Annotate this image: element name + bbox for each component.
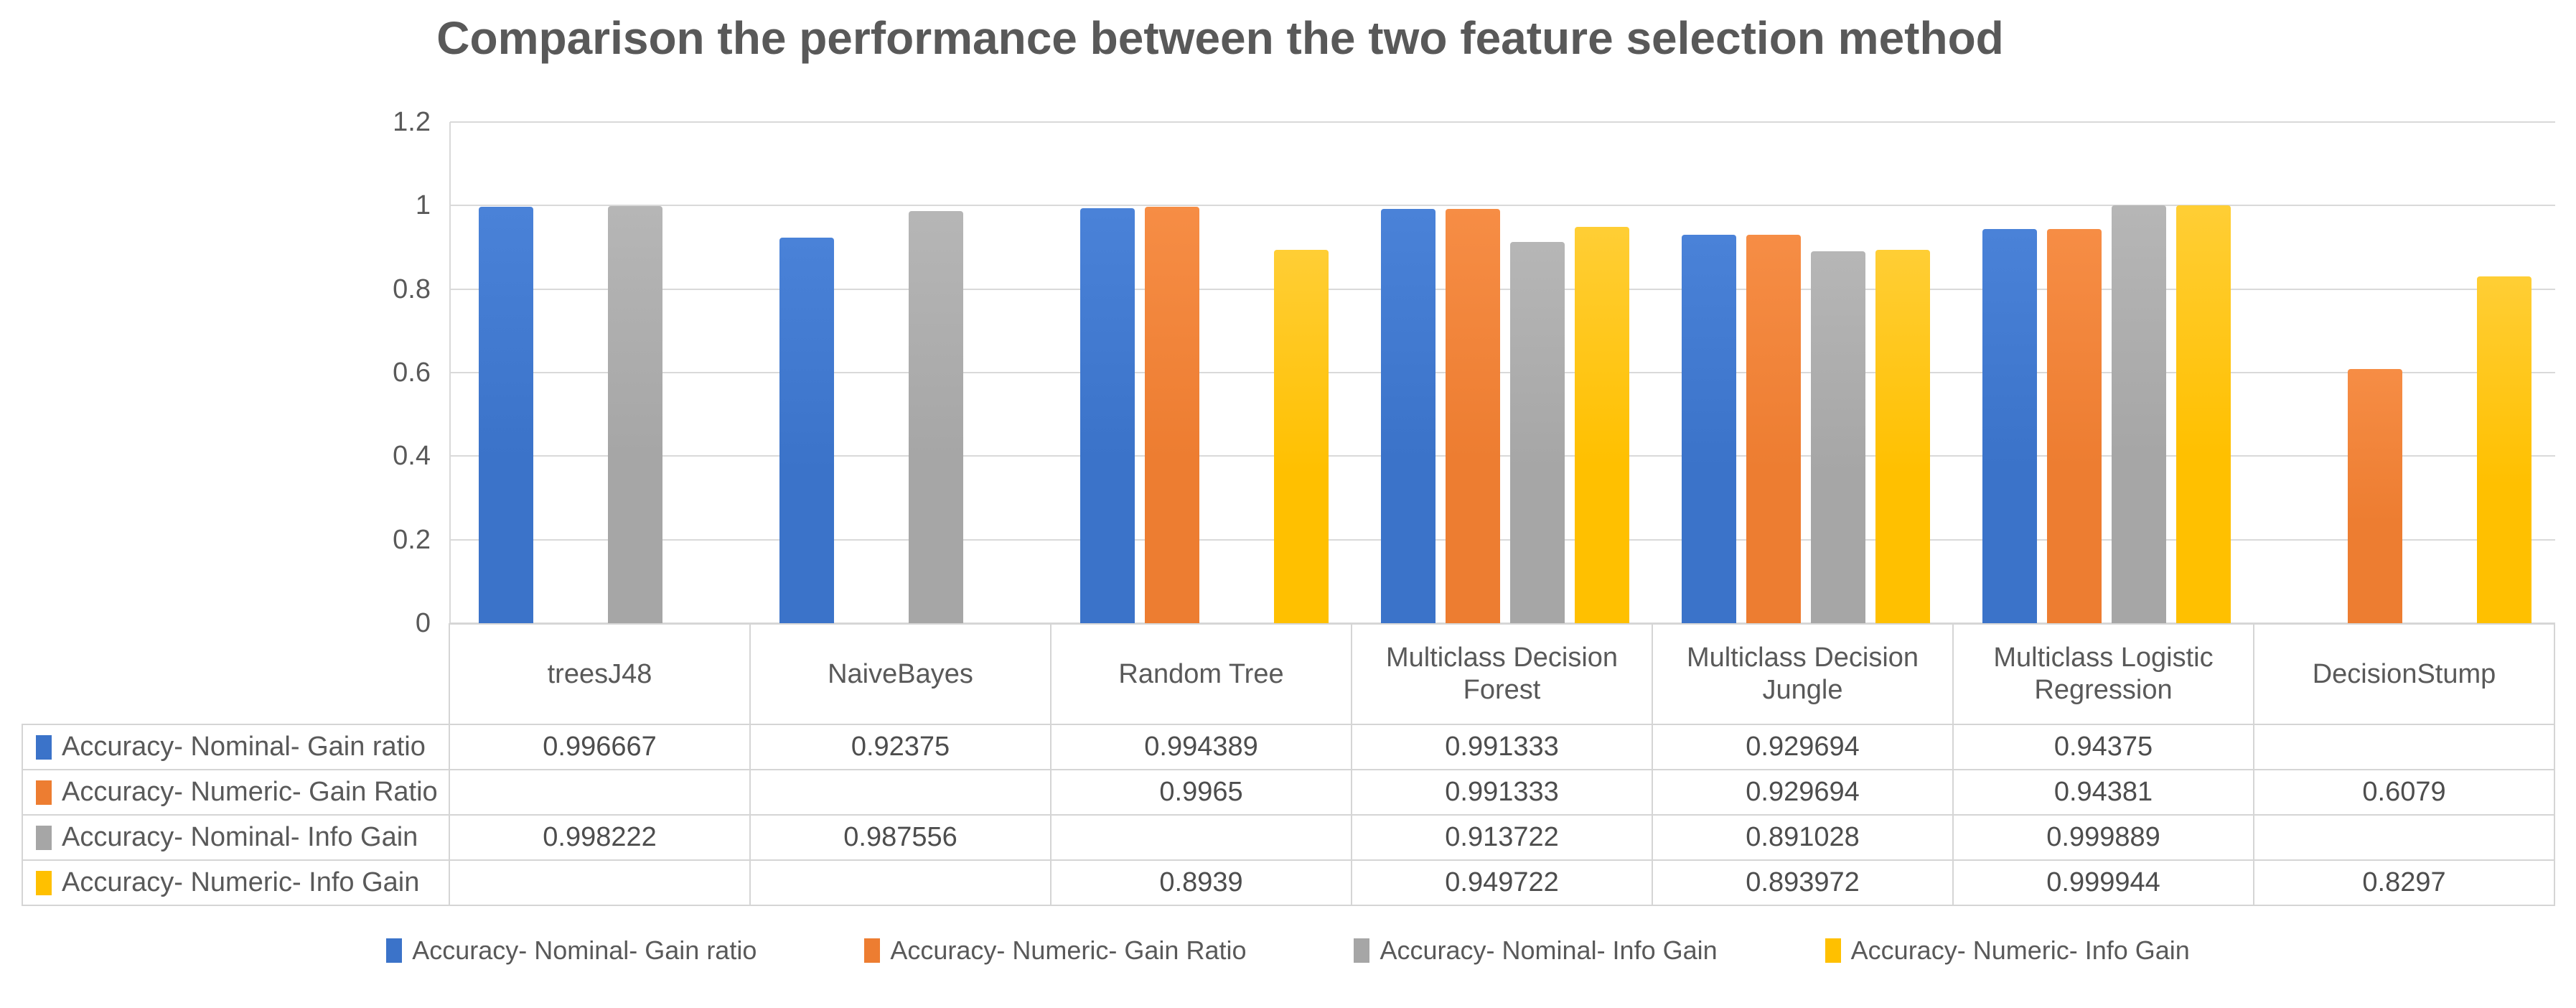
table-value-cell: 0.94381	[1954, 770, 2254, 816]
legend-label: Accuracy- Numeric- Gain Ratio	[890, 935, 1247, 965]
bar-series2-category5	[1746, 235, 1801, 623]
bar-series4-category4	[1575, 226, 1629, 623]
bar-series1-category3	[1080, 207, 1135, 623]
gridline	[450, 372, 2555, 373]
bar-series3-category2	[909, 210, 963, 623]
bar-series2-category4	[1446, 209, 1500, 623]
table-value-cell	[2254, 816, 2555, 861]
table-header-cell: NaiveBayes	[751, 623, 1052, 725]
table-value-cell: 0.949722	[1352, 861, 1653, 906]
bar-series4-category7	[2477, 276, 2531, 623]
table-header-cell: Multiclass Decision Forest	[1352, 623, 1653, 725]
legend-label: Accuracy- Nominal- Info Gain	[1380, 935, 1718, 965]
chart-data-table: treesJ48 NaiveBayes Random Tree Multiclass …	[22, 623, 2555, 906]
table-value-cell: 0.999889	[1954, 816, 2254, 861]
legend-swatch	[864, 938, 881, 963]
table-header-cell: Random Tree	[1052, 623, 1352, 725]
bar-series4-category5	[1875, 250, 1930, 623]
legend-swatch	[1825, 938, 1841, 963]
bar-series1-category6	[1982, 229, 2037, 623]
gridline	[450, 121, 2555, 123]
table-row-label: Accuracy- Nominal- Gain ratio	[22, 725, 450, 770]
table-value-cell	[450, 770, 751, 816]
bar-series1-category4	[1381, 209, 1435, 623]
legend-swatch	[386, 938, 403, 963]
table-value-cell	[2254, 725, 2555, 770]
chart-title: Comparison the performance between the t…	[436, 12, 2004, 64]
y-axis-tick-label: 1	[415, 190, 431, 221]
legend-item: Accuracy- Nominal- Gain ratio	[386, 935, 757, 966]
legend-item: Accuracy- Numeric- Info Gain	[1825, 935, 2190, 966]
gridline	[450, 288, 2555, 290]
table-value-cell: 0.991333	[1352, 770, 1653, 816]
table-value-cell: 0.94375	[1954, 725, 2254, 770]
legend-item: Accuracy- Nominal- Info Gain	[1354, 935, 1718, 966]
table-header-cell: treesJ48	[450, 623, 751, 725]
bar-series3-category4	[1510, 241, 1565, 623]
gridline	[450, 455, 2555, 457]
table-value-cell	[751, 861, 1052, 906]
bar-series1-category1	[479, 207, 533, 623]
series-name-label: Accuracy- Numeric- Info Gain	[62, 867, 420, 898]
table-value-cell: 0.994389	[1052, 725, 1352, 770]
legend-label: Accuracy- Nominal- Gain ratio	[412, 935, 757, 965]
table-value-cell: 0.9965	[1052, 770, 1352, 816]
bar-series2-category7	[2348, 369, 2402, 623]
y-axis-tick-label: 0	[415, 608, 431, 638]
table-corner-cell	[22, 623, 450, 725]
series-color-swatch	[36, 870, 52, 895]
table-value-cell: 0.6079	[2254, 770, 2555, 816]
table-row-label: Accuracy- Numeric- Info Gain	[22, 861, 450, 906]
series-color-swatch	[36, 825, 52, 850]
table-value-cell: 0.891028	[1653, 816, 1954, 861]
table-value-cell: 0.991333	[1352, 725, 1653, 770]
bar-series1-category5	[1682, 235, 1736, 623]
series-color-swatch	[36, 734, 52, 760]
bar-series3-category6	[2112, 205, 2166, 623]
table-value-cell: 0.92375	[751, 725, 1052, 770]
table-value-cell: 0.8297	[2254, 861, 2555, 906]
series-name-label: Accuracy- Numeric- Gain Ratio	[62, 777, 438, 808]
series-color-swatch	[36, 780, 52, 805]
table-header-cell: DecisionStump	[2254, 623, 2555, 725]
gridline	[450, 205, 2555, 207]
legend-label: Accuracy- Numeric- Info Gain	[1850, 935, 2190, 965]
table-value-cell: 0.996667	[450, 725, 751, 770]
bar-series3-category1	[608, 206, 662, 623]
series-name-label: Accuracy- Nominal- Gain ratio	[62, 732, 426, 762]
table-value-cell: 0.998222	[450, 816, 751, 861]
y-axis-tick-label: 0.6	[393, 358, 431, 388]
table-value-cell	[450, 861, 751, 906]
table-value-cell: 0.929694	[1653, 725, 1954, 770]
table-value-cell	[751, 770, 1052, 816]
table-header-cell: Multiclass Logistic Regression	[1954, 623, 2254, 725]
table-value-cell: 0.929694	[1653, 770, 1954, 816]
bar-series4-category3	[1274, 250, 1329, 623]
y-axis-tick-label: 1.2	[393, 107, 431, 137]
table-value-cell: 0.987556	[751, 816, 1052, 861]
y-axis-tick-label: 0.2	[393, 524, 431, 555]
bar-series4-category6	[2176, 205, 2231, 623]
chart-legend: Accuracy- Nominal- Gain ratio Accuracy- N…	[0, 930, 2576, 971]
table-value-cell: 0.8939	[1052, 861, 1352, 906]
gridline	[450, 538, 2555, 541]
y-axis-tick-label: 0.8	[393, 274, 431, 304]
bar-series1-category2	[779, 237, 834, 623]
table-row-label: Accuracy- Numeric- Gain Ratio	[22, 770, 450, 816]
table-value-cell: 0.913722	[1352, 816, 1653, 861]
bar-series3-category5	[1811, 251, 1865, 623]
legend-item: Accuracy- Numeric- Gain Ratio	[864, 935, 1246, 966]
table-header-cell: Multiclass Decision Jungle	[1653, 623, 1954, 725]
series-name-label: Accuracy- Nominal- Info Gain	[62, 822, 418, 853]
y-axis-line	[449, 122, 451, 623]
legend-swatch	[1354, 938, 1370, 963]
table-value-cell	[1052, 816, 1352, 861]
bar-series2-category6	[2047, 229, 2102, 623]
table-value-cell: 0.999944	[1954, 861, 2254, 906]
bar-series2-category3	[1145, 207, 1199, 623]
table-value-cell: 0.893972	[1653, 861, 1954, 906]
table-row-label: Accuracy- Nominal- Info Gain	[22, 816, 450, 861]
y-axis-tick-label: 0.4	[393, 441, 431, 472]
